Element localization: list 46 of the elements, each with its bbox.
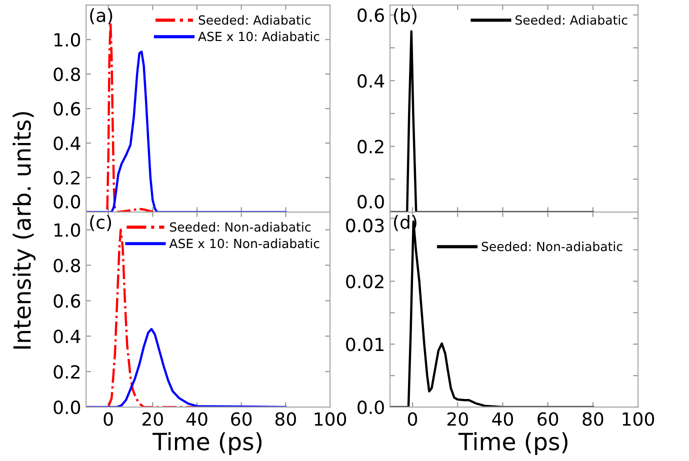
legend-label: Seeded: Adiabatic <box>198 15 310 25</box>
y-tick-label: 0.2 <box>358 140 384 154</box>
x-tick-label: 40 <box>186 412 208 426</box>
annotation: (a) <box>90 8 112 24</box>
y-tick-label: 0.0 <box>54 194 80 209</box>
y-tick-label: 1.0 <box>54 223 80 237</box>
legend-label: Seeded: Non-adiabatic <box>170 222 310 232</box>
x-tick-label: 0 <box>408 412 418 426</box>
x-tick-label: 100 <box>314 412 346 426</box>
x-axis-title: Time (ps) <box>458 432 568 456</box>
legend-label: ASE x 10: Adiabatic <box>198 32 320 42</box>
y-tick-label: 0.8 <box>54 258 80 272</box>
x-axis-title: Time (ps) <box>152 432 262 456</box>
x-tick-label: 0 <box>104 412 113 426</box>
y-tick-label: 0.2 <box>54 365 80 379</box>
y-tick-label: 0.4 <box>54 136 80 150</box>
annotation: (b) <box>394 8 416 24</box>
legend-label: Seeded: Adiabatic <box>516 15 628 25</box>
y-tick-label: 0.0 <box>358 400 384 414</box>
y-tick-label: 0.6 <box>54 294 80 308</box>
x-tick-label: 20 <box>142 412 163 426</box>
x-tick-label: 40 <box>492 412 514 426</box>
line-series <box>86 328 287 408</box>
x-tick-label: 20 <box>447 412 468 426</box>
y-tick-label: 0.2 <box>54 171 80 185</box>
legend-label: Seeded: Non-adiabatic <box>482 242 622 252</box>
y-tick-label: 0.6 <box>358 8 384 22</box>
y-tick-label: 0.6 <box>54 102 80 116</box>
y-tick-label: 0.01 <box>346 338 384 352</box>
x-tick-label: 80 <box>582 412 604 426</box>
y-tick-label: 0.0 <box>54 400 80 414</box>
y-tick-label: 0.8 <box>54 68 80 82</box>
legend-label: ASE x 10: Non-adiabatic <box>169 238 320 248</box>
x-tick-label: 80 <box>275 412 296 426</box>
x-tick-label: 60 <box>231 412 252 426</box>
annotation: (c) <box>90 215 112 232</box>
y-axis-title: Intensity (arb. units) <box>12 112 36 349</box>
line-series <box>86 50 287 212</box>
y-tick-label: 0.0 <box>358 194 384 209</box>
x-tick-label: 60 <box>538 412 558 426</box>
x-tick-label: 100 <box>622 412 654 426</box>
y-tick-label: 0.03 <box>346 218 384 232</box>
y-tick-label: 0.4 <box>54 330 80 344</box>
y-tick-label: 0.02 <box>346 274 384 288</box>
y-tick-label: 0.4 <box>358 74 384 88</box>
y-tick-label: 1.0 <box>54 33 80 47</box>
